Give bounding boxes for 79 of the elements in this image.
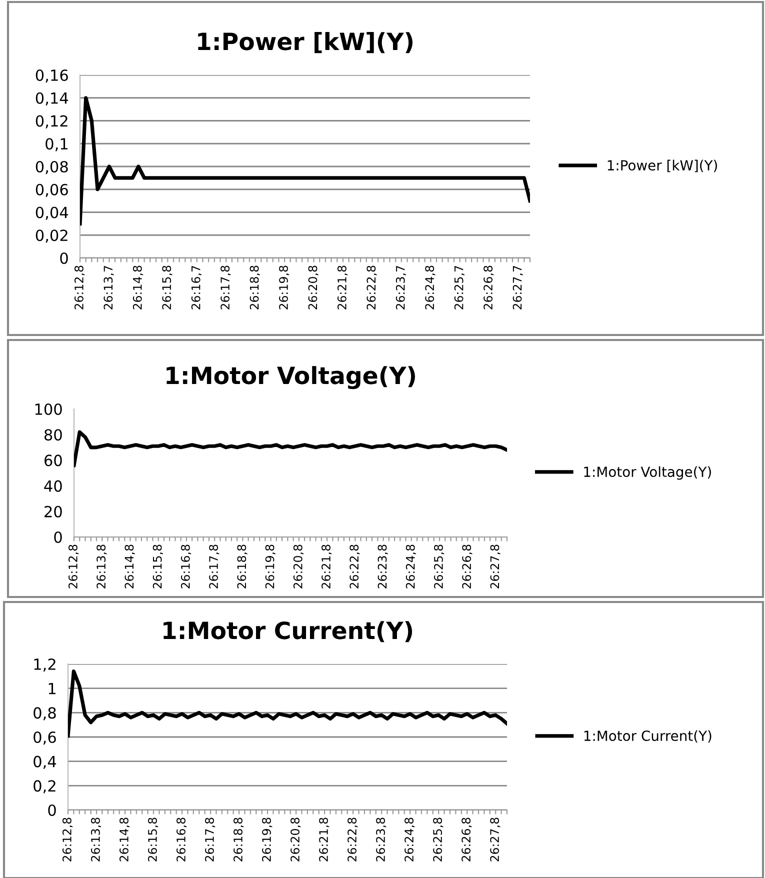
x-tick-label: 26:19,8 (265, 544, 276, 588)
y-tick-label: 0,12 (36, 115, 68, 128)
x-tick-label: 26:25,7 (454, 266, 464, 310)
y-tick-label: 0,08 (36, 160, 68, 174)
x-tick-label: 26:12,8 (68, 544, 79, 588)
y-tick-label: 0,14 (36, 92, 68, 106)
x-tick-label: 26:23,8 (378, 544, 388, 588)
y-tick-label: 20 (44, 506, 62, 518)
legend-label: 1:Power [kW](Y) (608, 160, 717, 172)
x-tick-label: 26:15,8 (148, 818, 158, 862)
x-tick-label: 26:14,8 (124, 544, 135, 588)
y-tick-label: 0,06 (36, 184, 68, 197)
legend-label: 1:Motor Voltage(Y) (584, 466, 711, 480)
x-tick-label: 26:14,8 (132, 266, 144, 310)
x-tick-label: 26:15,8 (152, 544, 163, 588)
x-tick-label: 26:16,8 (180, 544, 192, 588)
x-tick-label: 26:22,8 (348, 818, 358, 862)
x-tick-label: 26:17,8 (205, 818, 216, 862)
y-tick-label: 1,2 (34, 658, 56, 672)
y-tick-label: 0,16 (36, 69, 68, 83)
x-tick-label: 26:23,8 (376, 818, 386, 862)
x-tick-label: 26:22,8 (350, 544, 360, 588)
y-tick-label: 40 (44, 480, 62, 492)
line-series (68, 669, 507, 738)
x-tick-label: 26:20,8 (308, 266, 318, 310)
x-tick-label: 26:27,8 (490, 544, 500, 588)
y-tick-label: 0,1 (46, 138, 68, 152)
line-series (74, 430, 507, 468)
y-tick-label: 0 (54, 531, 62, 544)
x-tick-label: 26:25,8 (434, 544, 444, 588)
x-tick-label: 26:12,8 (62, 818, 73, 862)
y-tick-label: 80 (44, 429, 62, 441)
x-tick-label: 26:18,8 (237, 544, 248, 588)
y-tick-label: 100 (35, 403, 62, 416)
y-tick-label: 0 (48, 804, 56, 816)
x-tick-label: 26:26,8 (462, 544, 472, 588)
x-tick-label: 26:24,8 (404, 818, 415, 862)
x-tick-label: 26:19,8 (279, 266, 290, 310)
y-tick-label: 1 (48, 683, 56, 694)
x-tick-label: 26:24,8 (425, 266, 436, 310)
x-tick-label: 26:21,8 (319, 818, 330, 862)
x-tick-label: 26:27,7 (512, 266, 523, 310)
x-tick-label: 26:14,8 (120, 818, 130, 862)
x-tick-label: 26:13,8 (91, 818, 102, 862)
x-tick-label: 26:24,8 (406, 544, 416, 588)
x-tick-label: 26:18,8 (250, 266, 260, 310)
y-tick-label: 0,4 (34, 756, 56, 769)
x-tick-label: 26:16,7 (191, 266, 202, 310)
y-tick-label: 0,02 (36, 230, 68, 243)
y-tick-label: 0 (60, 252, 68, 264)
chart-title: 1:Motor Current(Y) (164, 621, 412, 642)
x-tick-label: 26:13,8 (96, 544, 107, 588)
line-series (80, 96, 530, 226)
x-tick-label: 26:17,8 (209, 544, 220, 588)
x-tick-label: 26:15,8 (162, 266, 172, 310)
x-tick-label: 26:21,8 (337, 266, 348, 310)
legend-label: 1:Motor Current(Y) (584, 730, 712, 743)
x-tick-label: 26:21,8 (322, 544, 332, 588)
x-tick-label: 26:13,7 (104, 266, 114, 310)
y-tick-label: 60 (44, 454, 62, 466)
y-tick-label: 0,6 (34, 731, 56, 745)
chart-title: 1:Motor Voltage(Y) (166, 366, 416, 390)
x-tick-label: 26:27,8 (490, 818, 500, 862)
x-tick-label: 26:22,8 (366, 266, 377, 310)
y-tick-label: 0,2 (34, 780, 56, 794)
x-tick-label: 26:12,8 (74, 266, 85, 310)
x-tick-label: 26:20,8 (290, 818, 301, 862)
x-tick-label: 26:26,8 (462, 818, 472, 862)
x-tick-label: 26:16,8 (176, 818, 187, 862)
x-tick-label: 26:18,8 (234, 818, 244, 862)
y-tick-label: 0,04 (36, 206, 68, 220)
x-tick-label: 26:17,8 (220, 266, 231, 310)
x-tick-label: 26:25,8 (433, 818, 444, 862)
x-tick-label: 26:23,7 (396, 266, 406, 310)
chart-title: 1:Power [kW](Y) (198, 32, 413, 54)
y-tick-label: 0,8 (34, 707, 56, 720)
x-tick-label: 26:20,8 (293, 544, 304, 588)
x-tick-label: 26:26,8 (484, 266, 494, 310)
x-tick-label: 26:19,8 (262, 818, 272, 862)
